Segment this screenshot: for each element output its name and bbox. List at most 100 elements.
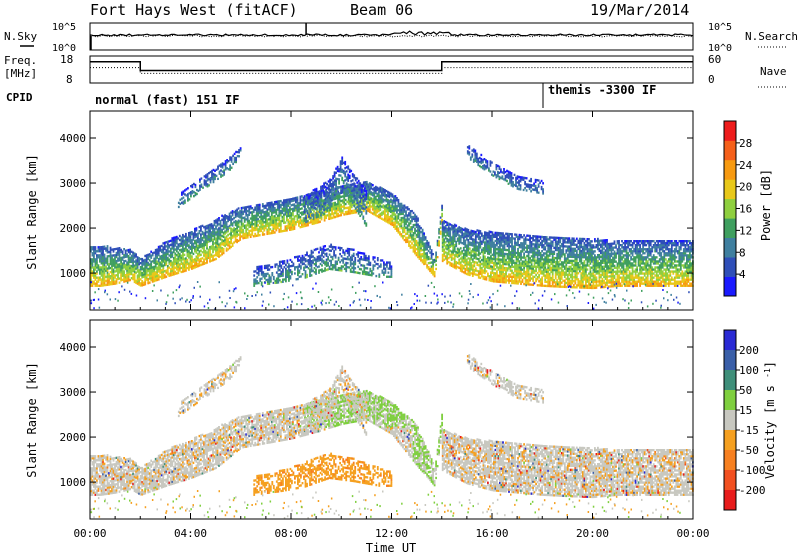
power-cell bbox=[394, 195, 397, 198]
power-cell bbox=[239, 216, 242, 219]
power-cell bbox=[163, 243, 166, 247]
power-cell bbox=[215, 243, 217, 246]
power-cell bbox=[320, 210, 323, 213]
power-cell bbox=[175, 247, 178, 251]
power-cell bbox=[544, 284, 547, 288]
power-cell bbox=[536, 261, 539, 265]
power-cell bbox=[168, 274, 171, 277]
power-cell bbox=[497, 242, 500, 245]
power-cell bbox=[526, 283, 529, 286]
power-cell bbox=[517, 258, 519, 261]
power-cell bbox=[518, 254, 521, 257]
power-cell bbox=[180, 240, 183, 243]
power-cell bbox=[367, 197, 370, 200]
power-cell bbox=[367, 201, 370, 204]
power-cell bbox=[204, 227, 207, 230]
power-cell bbox=[462, 242, 465, 246]
power-cell bbox=[452, 235, 455, 238]
power-cell bbox=[480, 234, 483, 237]
power-cell bbox=[464, 227, 467, 230]
power-cell bbox=[148, 273, 151, 276]
power-cell bbox=[441, 227, 444, 230]
power-cell bbox=[408, 228, 410, 231]
power-cell bbox=[145, 260, 148, 263]
power-cell bbox=[141, 284, 144, 287]
power-cell bbox=[379, 202, 382, 205]
power-cell bbox=[245, 236, 248, 239]
power-cell bbox=[506, 238, 509, 242]
power-cell bbox=[530, 263, 533, 266]
power-cell bbox=[108, 273, 110, 276]
power-cell bbox=[536, 284, 539, 287]
power-cell bbox=[447, 238, 450, 242]
power-cell bbox=[496, 231, 498, 235]
power-cell bbox=[160, 269, 163, 272]
power-cell bbox=[120, 269, 123, 272]
power-cell bbox=[157, 264, 160, 267]
power-cell bbox=[368, 192, 371, 195]
power-cell bbox=[362, 197, 365, 200]
power-cell bbox=[390, 192, 392, 195]
power-cell bbox=[224, 224, 227, 227]
power-cell bbox=[326, 214, 329, 217]
power-cell bbox=[267, 212, 270, 215]
power-cell bbox=[270, 203, 273, 206]
power-cell bbox=[301, 219, 303, 222]
power-cell bbox=[415, 254, 418, 257]
power-cell bbox=[441, 259, 444, 263]
power-cell bbox=[382, 210, 385, 213]
power-cell bbox=[112, 264, 115, 267]
power-cell bbox=[476, 273, 479, 277]
power-cell bbox=[464, 272, 467, 275]
power-cell bbox=[506, 244, 509, 248]
power-cell bbox=[198, 258, 201, 261]
power-cell bbox=[112, 280, 115, 284]
power-cell bbox=[462, 259, 465, 262]
power-cell bbox=[480, 269, 483, 272]
power-cell bbox=[506, 261, 509, 264]
power-cell bbox=[559, 247, 562, 250]
power-cell bbox=[574, 247, 577, 251]
power-cell bbox=[162, 256, 165, 259]
power-cell bbox=[145, 266, 148, 269]
power-cell bbox=[565, 265, 568, 268]
power-cell bbox=[151, 278, 154, 281]
power-cell bbox=[453, 227, 456, 231]
power-cell bbox=[518, 270, 521, 273]
power-cell bbox=[91, 274, 94, 277]
power-cell bbox=[169, 264, 172, 267]
power-cell bbox=[352, 209, 355, 212]
power-cell bbox=[444, 229, 447, 232]
power-cell bbox=[144, 275, 147, 278]
power-cell bbox=[529, 279, 532, 282]
power-cell bbox=[154, 248, 157, 252]
power-cell bbox=[296, 204, 299, 207]
power-cell bbox=[270, 211, 273, 214]
power-cell bbox=[462, 232, 465, 236]
power-cell bbox=[337, 208, 340, 212]
power-cell bbox=[163, 255, 166, 259]
power-cell bbox=[133, 264, 136, 267]
power-cell bbox=[207, 224, 210, 227]
power-cell bbox=[511, 241, 513, 244]
power-cell bbox=[177, 265, 180, 269]
power-cell bbox=[496, 252, 498, 255]
power-cell bbox=[174, 256, 177, 259]
power-cell bbox=[281, 207, 284, 211]
power-cell bbox=[218, 227, 220, 230]
power-cell bbox=[139, 278, 142, 281]
power-cell bbox=[452, 231, 455, 234]
power-cell bbox=[120, 248, 123, 252]
power-cell bbox=[100, 270, 103, 273]
power-cell bbox=[228, 214, 231, 217]
power-cell bbox=[242, 237, 245, 240]
power-cell bbox=[255, 206, 258, 209]
power-cell bbox=[221, 234, 224, 238]
power-cell bbox=[374, 210, 377, 213]
power-cell bbox=[168, 258, 171, 261]
power-cell bbox=[441, 204, 444, 208]
power-cell bbox=[322, 201, 325, 204]
power-cell bbox=[248, 231, 251, 235]
power-cell bbox=[118, 267, 121, 270]
power-cell bbox=[577, 262, 580, 265]
